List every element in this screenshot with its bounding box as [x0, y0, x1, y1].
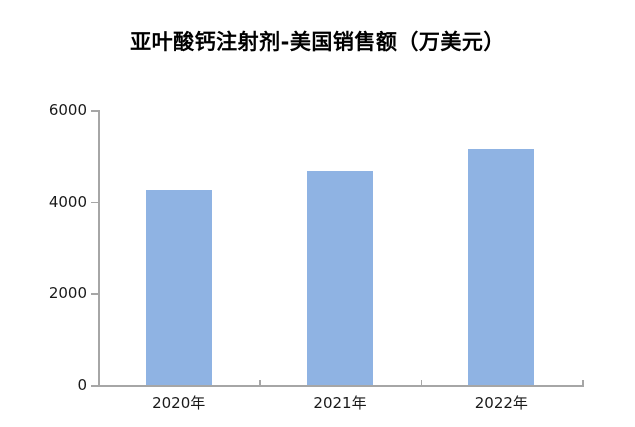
x-axis-line — [98, 385, 584, 387]
bar-2021年 — [307, 171, 373, 385]
y-axis-line — [98, 110, 100, 385]
y-axis-tick — [91, 110, 98, 112]
x-axis-tick — [582, 380, 584, 385]
x-axis-category-label: 2020年 — [152, 394, 206, 412]
x-axis-category-label: 2021年 — [313, 394, 367, 412]
x-axis-tick — [420, 380, 423, 385]
y-axis-tick-label: 0 — [77, 376, 87, 394]
chart-title: 亚叶酸钙注射剂-美国销售额（万美元） — [130, 30, 505, 54]
bar-2020年 — [145, 189, 212, 385]
bar-2022年 — [468, 148, 535, 385]
x-axis-tick — [259, 380, 261, 385]
y-axis-tick-label: 2000 — [48, 284, 87, 303]
y-axis-tick-label: 4000 — [48, 192, 87, 211]
y-axis-tick — [91, 385, 98, 387]
y-axis-tick — [91, 293, 98, 295]
y-axis-tick-label: 6000 — [48, 101, 87, 119]
x-axis-category-label: 2022年 — [474, 394, 528, 412]
y-axis-tick — [91, 201, 98, 204]
